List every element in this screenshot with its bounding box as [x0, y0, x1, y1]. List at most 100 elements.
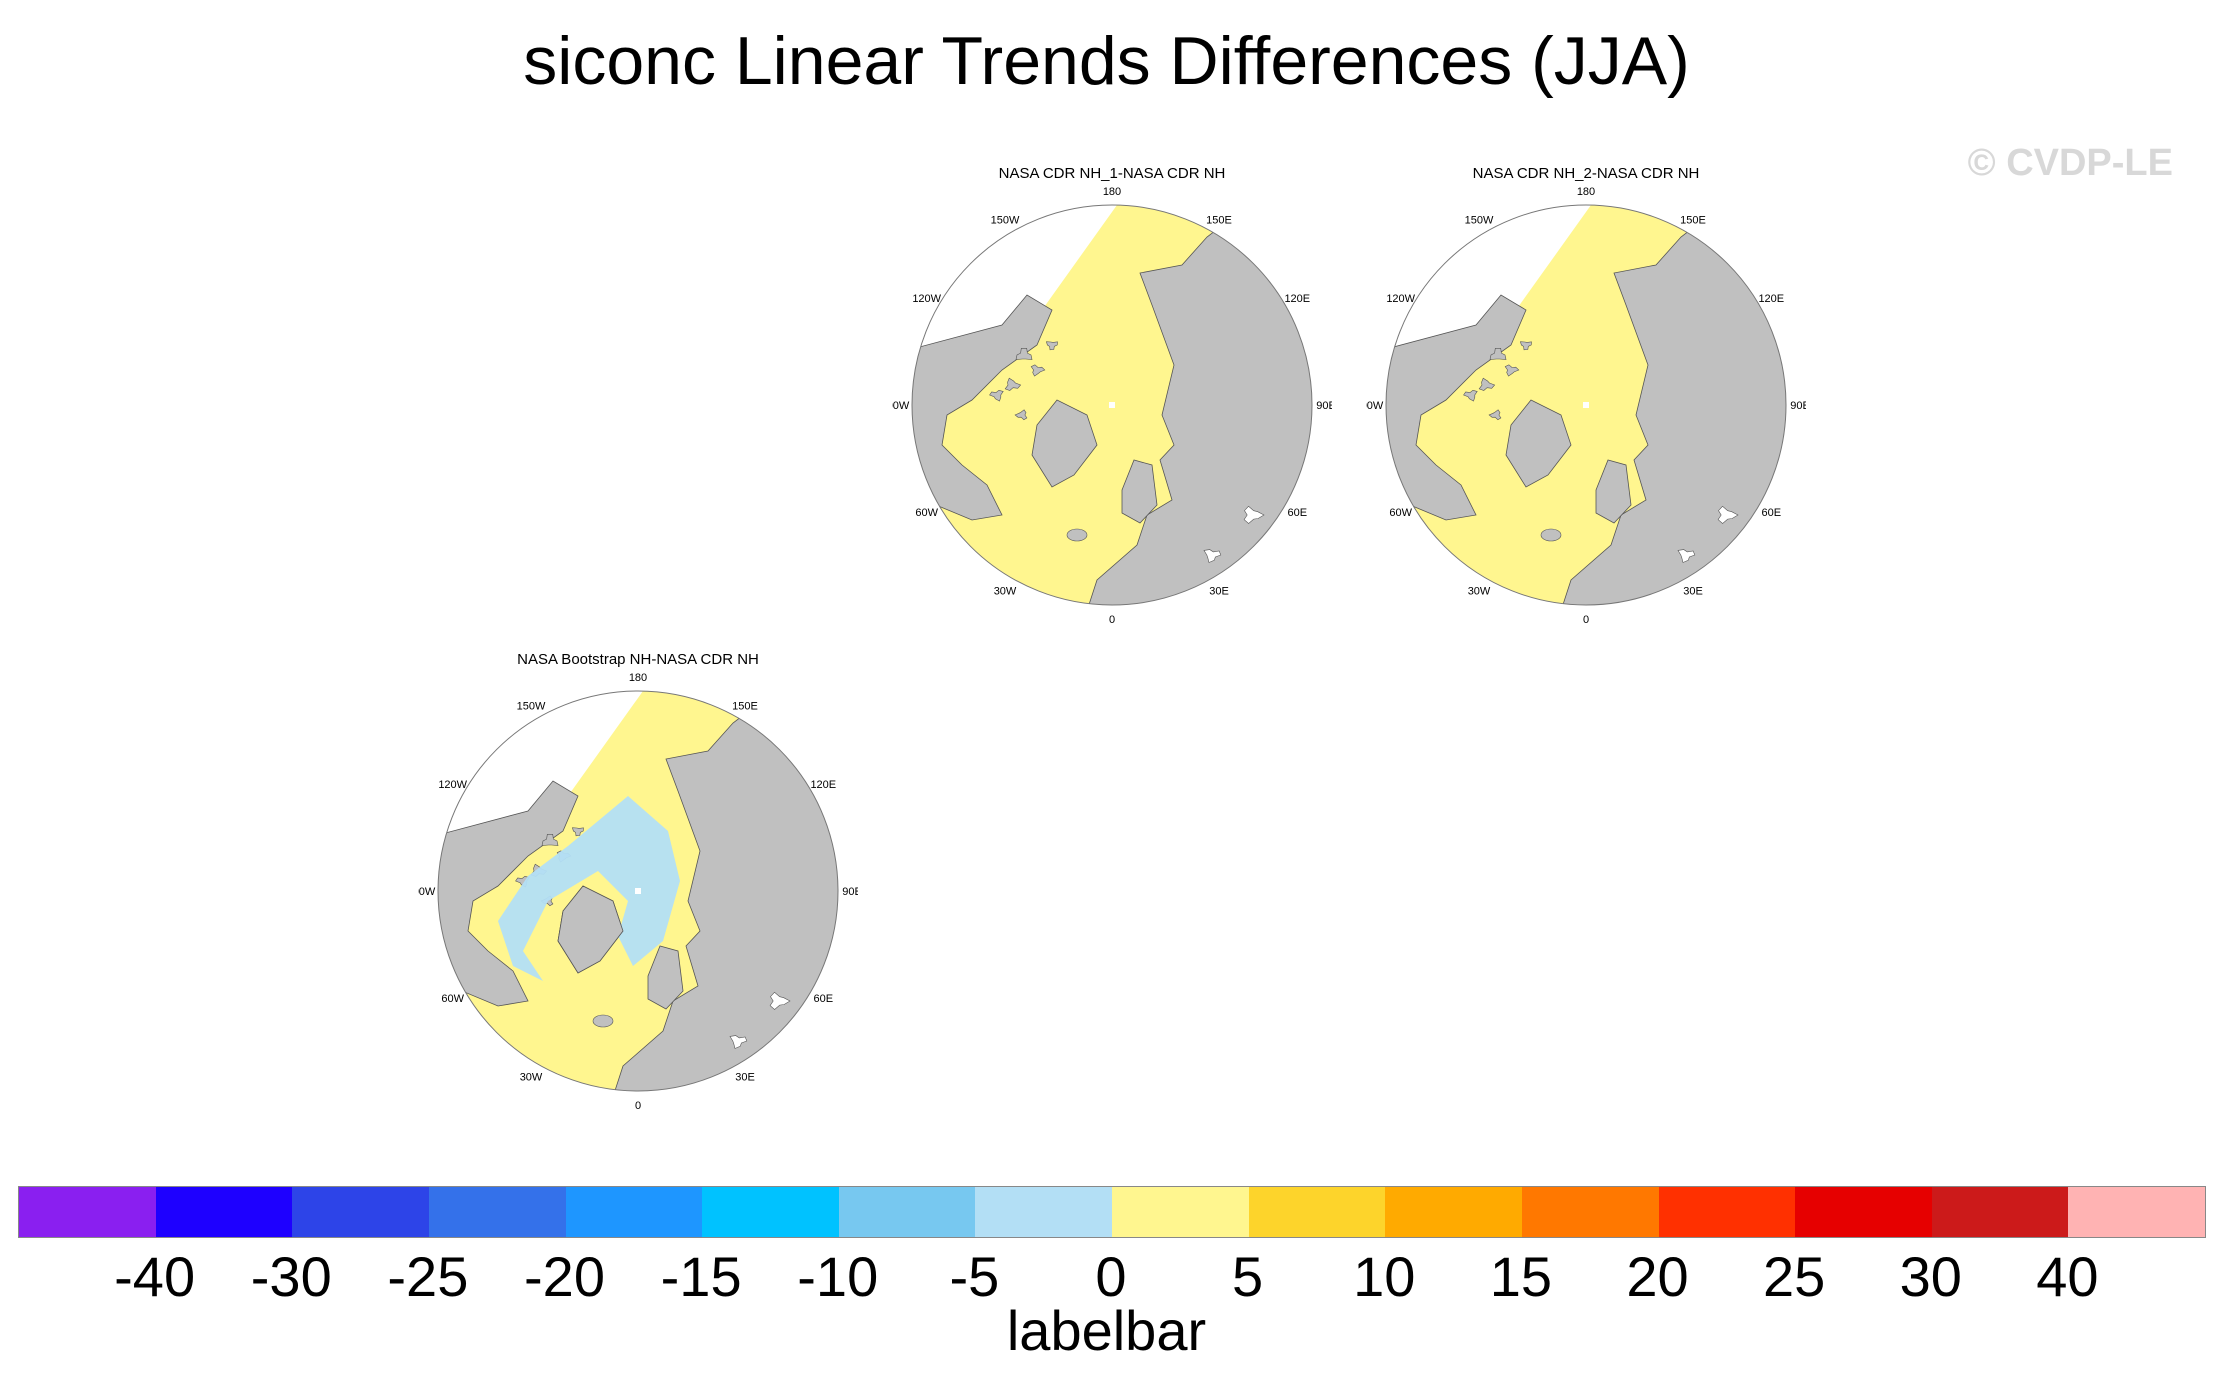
pole-marker [635, 888, 641, 894]
land-island [1004, 377, 1022, 391]
longitude-label: 30W [1468, 585, 1491, 597]
land-iceland [1066, 528, 1088, 542]
land-greenland [557, 885, 624, 974]
land-scandinavia [1595, 459, 1632, 524]
land-iceland [592, 1014, 614, 1028]
longitude-label: 90E [842, 886, 858, 898]
map-border [911, 204, 1313, 606]
longitude-label: 60E [1288, 507, 1308, 519]
pole-marker [1583, 402, 1589, 408]
map-border [437, 690, 839, 1092]
longitude-label: 150E [1206, 215, 1232, 227]
colorbar-box [1112, 1187, 1249, 1237]
longitude-label: 30W [520, 1071, 543, 1083]
land-island [1045, 341, 1058, 351]
land-scandinavia [647, 945, 684, 1010]
lake [729, 1035, 748, 1049]
longitude-label: 90W [892, 400, 910, 412]
colorbar-tick-label: -30 [250, 1245, 332, 1308]
colorbar-box [975, 1187, 1112, 1237]
longitude-label: 120E [1284, 293, 1310, 305]
longitude-label: 0 [1109, 614, 1115, 625]
longitude-label: 60W [1389, 507, 1412, 519]
longitude-label: 180 [629, 672, 647, 684]
longitude-label: 0 [1583, 614, 1589, 625]
colorbar-box [19, 1187, 156, 1237]
longitude-label: 90E [1790, 400, 1806, 412]
map-panel-cdr-nh2: NASA CDR NH_2-NASA CDR NH 180 150E 120E 90E… [1366, 165, 1806, 635]
panel-title: NASA CDR NH_2-NASA CDR NH [1472, 165, 1700, 182]
land-greenland [1031, 399, 1098, 488]
longitude-label: 120W [912, 293, 941, 305]
lake [1203, 549, 1222, 563]
colorbar-box [1248, 1187, 1386, 1237]
colorbar-box [155, 1187, 293, 1237]
longitude-label: 120W [438, 779, 467, 791]
longitude-label: 30E [735, 1071, 755, 1083]
land-island [1463, 389, 1478, 402]
colorbar [18, 1186, 2206, 1238]
lake [1243, 505, 1265, 524]
colorbar-tick-label: -10 [797, 1245, 879, 1308]
colorbar-box [1931, 1187, 2069, 1237]
polar-map: 180 150E 120E 90E 60E 30E 0 30W 60W 90W 120W 150W [1366, 186, 1806, 625]
longitude-label: 180 [1103, 186, 1121, 198]
colorbar-tick-label: 15 [1489, 1245, 1553, 1308]
colorbar-tick-label: -15 [660, 1245, 742, 1308]
negative-trend-region [498, 796, 680, 981]
colorbar-box [702, 1187, 839, 1237]
colorbar-caption: labelbar [1006, 1299, 1207, 1362]
longitude-label: 180 [1577, 186, 1595, 198]
panel-title: NASA Bootstrap NH-NASA CDR NH [517, 651, 759, 668]
longitude-label: 60E [814, 993, 834, 1005]
land-iceland [1540, 528, 1562, 542]
longitude-label: 120E [810, 779, 836, 791]
land-island [989, 389, 1004, 402]
land-north-america [438, 780, 579, 1032]
land-north-america [1386, 294, 1527, 546]
pole-marker [1109, 402, 1115, 408]
land-scandinavia [1121, 459, 1158, 524]
longitude-label: 150W [1465, 215, 1494, 227]
figure-title: siconc Linear Trends Differences (JJA) [523, 23, 1690, 99]
longitude-label: 150E [1680, 215, 1706, 227]
longitude-label: 30E [1683, 585, 1703, 597]
colorbar-tick-label: 20 [1626, 1245, 1689, 1308]
longitude-label: 30W [994, 585, 1017, 597]
longitude-label: 60W [441, 993, 464, 1005]
colorbar-box [292, 1187, 429, 1237]
longitude-label: 90W [418, 886, 436, 898]
land-island [1478, 377, 1496, 391]
colorbar-box [428, 1187, 566, 1237]
colorbar-tick-label: 0 [1095, 1245, 1127, 1308]
colorbar-box [565, 1187, 703, 1237]
colorbar-tick-label: 25 [1762, 1245, 1826, 1308]
colorbar-tick-label: -20 [524, 1245, 605, 1308]
longitude-label: 150W [517, 701, 546, 713]
colorbar-tick-label: 40 [2036, 1245, 2099, 1308]
colorbar-box [838, 1187, 976, 1237]
longitude-label: 120W [1386, 293, 1415, 305]
land-island [1488, 409, 1502, 421]
colorbar-tick-label: -40 [114, 1245, 196, 1308]
map-panel-bootstrap-nh: NASA Bootstrap NH-NASA CDR NH 180 150E 120… [418, 651, 858, 1121]
colorbar-box [1521, 1187, 1659, 1237]
polar-map: 180 150E 120E 90E 60E 30E 0 30W 60W 90W 120W 150W [418, 672, 858, 1111]
longitude-label: 60W [915, 507, 938, 519]
longitude-label: 0 [635, 1100, 641, 1111]
land-island [1014, 409, 1028, 421]
colorbar-tick-label: 30 [1899, 1245, 1962, 1308]
colorbar-box [1385, 1187, 1522, 1237]
lake [1677, 549, 1696, 563]
longitude-label: 30E [1209, 585, 1229, 597]
land-island [1015, 348, 1033, 360]
colorbar-tick-label: -25 [387, 1245, 469, 1308]
land-island [541, 834, 559, 846]
longitude-label: 90E [1316, 400, 1332, 412]
panel-title: NASA CDR NH_1-NASA CDR NH [998, 165, 1226, 182]
polar-map: 180 150E 120E 90E 60E 30E 0 30W 60W 90W 120W 150W [892, 186, 1332, 625]
colorbar-box [1658, 1187, 1796, 1237]
land-island [1489, 348, 1507, 360]
map-border [1385, 204, 1787, 606]
colorbar-tick-label: -5 [949, 1245, 1000, 1308]
